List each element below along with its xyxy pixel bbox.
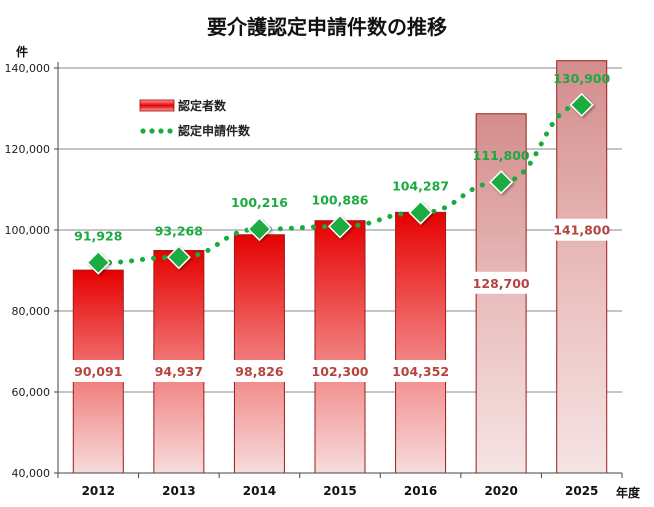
- bar-2025: [556, 60, 608, 474]
- bar-label-box: [474, 271, 529, 294]
- line-marker-2020: [489, 170, 514, 195]
- line-marker-2016: [408, 200, 433, 225]
- legend-bar-swatch: [139, 99, 175, 112]
- line-label-2016: 104,287: [392, 179, 449, 194]
- bar-data-label-2016: 104,352: [392, 360, 449, 382]
- legend-line-swatch: [140, 128, 173, 134]
- y-axis-label: 件: [16, 44, 28, 59]
- legend-line-label: 認定申請件数: [178, 123, 251, 138]
- y-axis: 40,000 60,000 80,000 100,000 120,000 140,000: [5, 62, 59, 480]
- bar-label-box: [393, 360, 448, 382]
- x-tick-label: 2016: [404, 484, 437, 498]
- legend-dot: [140, 128, 146, 134]
- line-marker-2013: [166, 245, 191, 270]
- line-series: [86, 92, 594, 275]
- bar-data-label-2025: 141,800: [553, 218, 610, 241]
- y-tick-label: 40,000: [12, 467, 51, 480]
- y-tick-label: 100,000: [5, 224, 51, 237]
- line-label-2020: 111,800: [473, 148, 530, 163]
- bar-data-label-2012: 90,091: [71, 360, 126, 382]
- bar-data-labels: 90,091 94,937 98,826 102,300 104,352 128,700 1…: [71, 218, 610, 382]
- x-tick-label: 2025: [565, 484, 598, 498]
- line-label-2012: 91,928: [74, 229, 122, 244]
- x-axis: 2012 2013 2014 2015 2016 2020 2025: [57, 472, 623, 498]
- y-tick-label: 140,000: [5, 62, 51, 75]
- bar-label-box: [313, 360, 367, 382]
- y-tick-label: 60,000: [12, 386, 51, 399]
- bar-2015: [314, 220, 366, 474]
- x-tick-label: 2020: [484, 484, 517, 498]
- x-tick-label: 2012: [82, 484, 115, 498]
- legend-dot: [158, 128, 164, 134]
- line-label-2015: 100,886: [312, 192, 369, 207]
- legend-bar-label: 認定者数: [178, 98, 227, 113]
- line-marker-2025: [569, 92, 594, 117]
- x-axis-label: 年度: [616, 485, 641, 500]
- bar-label-text: 90,091: [74, 364, 122, 379]
- legend: 認定者数 認定申請件数: [139, 98, 251, 138]
- bar-label-text: 104,352: [392, 364, 449, 379]
- line-label-2013: 93,268: [155, 223, 203, 238]
- line-label-2014: 100,216: [231, 195, 288, 210]
- y-tick-label: 120,000: [5, 143, 51, 156]
- line-label-2025: 130,900: [553, 71, 610, 86]
- bar-label-text: 102,300: [312, 364, 369, 379]
- bar-label-box: [232, 360, 287, 382]
- bar-label-box: [554, 218, 609, 241]
- x-tick-label: 2015: [323, 484, 356, 498]
- bar-data-label-2013: 94,937: [151, 360, 206, 382]
- bar-label-text: 98,826: [235, 364, 284, 379]
- line-marker-2014: [247, 217, 272, 242]
- legend-dot: [167, 128, 173, 134]
- legend-dot: [149, 128, 155, 134]
- bar-label-text: 141,800: [553, 223, 610, 238]
- line-marker-2015: [327, 214, 353, 239]
- bar-label-text: 128,700: [473, 276, 530, 291]
- bar-label-text: 94,937: [155, 364, 203, 379]
- bar-2016: [395, 211, 447, 474]
- line-data-labels: 91,928 93,268 100,216 100,886 104,287 111,800…: [74, 71, 610, 244]
- bar-label-box: [71, 360, 126, 382]
- x-tick-label: 2014: [243, 484, 276, 498]
- bar-2014: [233, 234, 285, 474]
- bar-data-label-2020: 128,700: [473, 271, 530, 294]
- bar-series: [72, 60, 608, 474]
- bar-data-label-2014: 98,826: [232, 360, 287, 382]
- chart-title: 要介護認定申請件数の推移: [207, 15, 447, 39]
- x-tick-label: 2013: [162, 484, 195, 498]
- bar-label-box: [151, 360, 206, 382]
- line-marker-2012: [86, 250, 111, 275]
- bar-data-label-2015: 102,300: [312, 360, 369, 382]
- y-tick-label: 80,000: [12, 305, 51, 318]
